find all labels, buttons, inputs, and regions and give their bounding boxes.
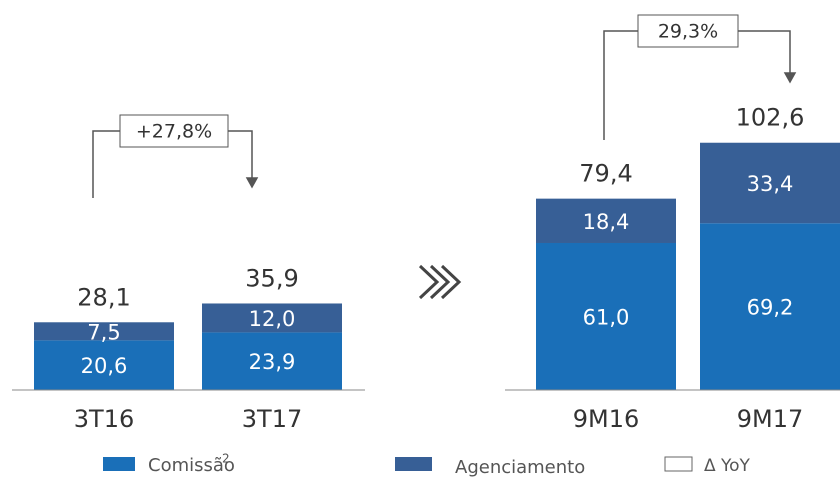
bar-segment <box>536 198 676 243</box>
yoy-annotation <box>603 30 797 140</box>
x-tick-label: 9M17 <box>737 405 804 433</box>
bar-segment <box>536 242 676 390</box>
bracket-right <box>228 130 253 179</box>
legend-label: Agenciamento <box>455 457 585 477</box>
bar-segment <box>700 142 840 224</box>
value-label: 20,6 <box>81 354 128 378</box>
x-tick-label: 3T16 <box>74 405 134 433</box>
bar-segment <box>700 223 840 390</box>
arrow-head <box>245 177 259 189</box>
value-label: 18,4 <box>583 210 630 234</box>
legend-label: Δ YoY <box>704 456 751 476</box>
footnote-marker: 2 <box>222 452 230 466</box>
arrow-head <box>783 72 797 84</box>
value-label: 23,9 <box>249 350 296 374</box>
bar-segment <box>202 303 342 333</box>
value-label: 61,0 <box>583 305 630 329</box>
annotation: 29,3% <box>658 21 718 43</box>
total-label: 102,6 <box>736 104 805 132</box>
total-label: 28,1 <box>77 283 130 311</box>
bracket-left <box>92 130 120 198</box>
total-label: 79,4 <box>579 160 632 188</box>
annotation: +27,8% <box>136 121 212 143</box>
annotation-box <box>119 114 229 148</box>
bracket-left <box>603 30 638 140</box>
bar-segment <box>202 332 342 390</box>
chevron <box>418 264 462 300</box>
x-tick-label: 9M16 <box>573 405 640 433</box>
bar-segment <box>34 322 174 341</box>
value-label: 7,5 <box>87 320 120 344</box>
legend-label: Comissão <box>148 455 235 476</box>
yoy-annotation <box>92 130 259 198</box>
annotation-box <box>637 14 739 48</box>
bracket-right <box>738 30 791 74</box>
value-label: 33,4 <box>747 172 794 196</box>
legend-swatch <box>103 457 135 471</box>
legend-swatch <box>395 457 432 471</box>
value-label: 69,2 <box>747 296 794 320</box>
value-label: 12,0 <box>249 307 296 331</box>
total-label: 35,9 <box>245 264 298 292</box>
legend-swatch <box>664 456 693 472</box>
x-tick-label: 3T17 <box>242 405 302 433</box>
bar-segment <box>34 340 174 390</box>
